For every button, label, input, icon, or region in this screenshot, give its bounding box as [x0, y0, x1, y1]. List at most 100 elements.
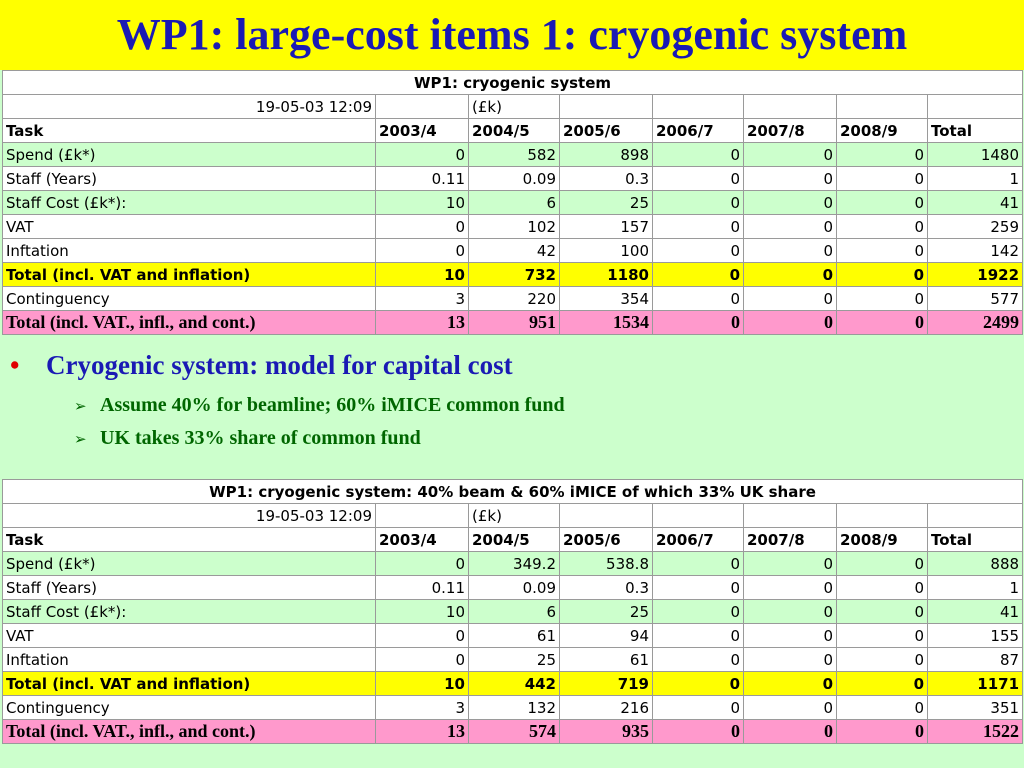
table-cell: 0: [743, 310, 837, 335]
table-cell: 0: [836, 599, 928, 624]
table-cell: 0: [743, 695, 837, 720]
table-cell: 0.11: [375, 575, 469, 600]
table-cell: 0: [836, 286, 928, 311]
table-cell: 0: [743, 551, 837, 576]
table-cell: 6: [468, 190, 560, 215]
table-cell: 0: [652, 286, 744, 311]
table-row: Continguency 3 220 354 0 0 0 577: [2, 286, 1024, 311]
table-cell: 0: [836, 623, 928, 648]
empty-cell: [743, 503, 837, 528]
table-row: Inftation 0 25 61 0 0 0 87: [2, 647, 1024, 672]
table-cell: 1171: [926, 671, 1024, 696]
column-header: 2005/6: [559, 118, 653, 143]
bullet-dot-icon: •: [10, 350, 20, 380]
column-header: Total: [926, 118, 1024, 143]
column-header: 2006/7: [652, 118, 744, 143]
table-cell: 41: [926, 599, 1024, 624]
table-cell: 6: [468, 599, 560, 624]
table-cell: 0: [652, 262, 744, 287]
table-cell: 0: [652, 310, 744, 335]
title-bar: WP1: large-cost items 1: cryogenic syste…: [0, 0, 1024, 70]
table-cell: 0.11: [375, 166, 469, 191]
table-cell: 582: [468, 142, 560, 167]
table-cell: 155: [926, 623, 1024, 648]
table-cell: 0: [743, 214, 837, 239]
column-header: Task: [2, 118, 376, 143]
table-cell: 0: [375, 623, 469, 648]
empty-cell: [926, 503, 1024, 528]
table-cell: 1: [926, 575, 1024, 600]
bullet-main-text: Cryogenic system: model for capital cost: [46, 350, 513, 380]
spreadsheet-uk-share: WP1: cryogenic system: 40% beam & 60% iM…: [1, 479, 1024, 744]
column-header: 2007/8: [743, 527, 837, 552]
empty-cell: [559, 503, 653, 528]
table-cell: 354: [559, 286, 653, 311]
table-cell: 0: [743, 166, 837, 191]
table-cell: 0: [652, 142, 744, 167]
table-row: Total (incl. VAT., infl., and cont.) 13 95…: [2, 310, 1024, 335]
table-caption-row: WP1: cryogenic system: 40% beam & 60% iM…: [1, 479, 1024, 504]
table-cell: 0: [652, 623, 744, 648]
table-cell: 0: [652, 166, 744, 191]
table-cell: 1180: [559, 262, 653, 287]
column-header: 2008/9: [836, 118, 928, 143]
table-cell: 1480: [926, 142, 1024, 167]
column-header: 2004/5: [468, 118, 560, 143]
empty-cell: [743, 94, 837, 119]
sub-bullet-text: UK takes 33% share of common fund: [100, 427, 421, 449]
table-row: Total (incl. VAT and inflation) 10 442 719 0…: [2, 671, 1024, 696]
table-cell: 0: [836, 310, 928, 335]
column-header: 2004/5: [468, 527, 560, 552]
table-cell: 0: [375, 647, 469, 672]
table-cell: 0: [836, 214, 928, 239]
table-header-row: Task 2003/4 2004/5 2005/6 2006/7 2007/8 2008/9…: [2, 118, 1024, 143]
table-cell: 0.09: [468, 166, 560, 191]
table-row: VAT 0 61 94 0 0 0 155: [2, 623, 1024, 648]
table-cell: 216: [559, 695, 653, 720]
table-cell: 0: [652, 719, 744, 744]
table-cell: 898: [559, 142, 653, 167]
table-row: Inftation 0 42 100 0 0 0 142: [2, 238, 1024, 263]
table-cell: 2499: [926, 310, 1024, 335]
table-row: Total (incl. VAT., infl., and cont.) 13 57…: [2, 719, 1024, 744]
empty-cell: [652, 94, 744, 119]
table-row: Staff Cost (£k*): 10 6 25 0 0 0 41: [2, 190, 1024, 215]
table-cell: 0: [836, 719, 928, 744]
table-cell: 0: [743, 238, 837, 263]
row-label: VAT: [2, 623, 376, 648]
table-caption: WP1: cryogenic system: [1, 70, 1024, 95]
column-header: 2007/8: [743, 118, 837, 143]
table-cell: 0: [652, 214, 744, 239]
table-cell: 259: [926, 214, 1024, 239]
empty-cell: [375, 503, 469, 528]
empty-cell: [836, 503, 928, 528]
row-label: Spend (£k*): [2, 142, 376, 167]
table-meta-row: 19-05-03 12:09 (£k): [2, 503, 1024, 528]
table-row: Spend (£k*) 0 349.2 538.8 0 0 0 888: [2, 551, 1024, 576]
table-cell: 538.8: [559, 551, 653, 576]
table-cell: 100: [559, 238, 653, 263]
table-cell: 351: [926, 695, 1024, 720]
row-label: Staff Cost (£k*):: [2, 190, 376, 215]
row-label: Total (incl. VAT and inflation): [2, 262, 376, 287]
row-label: Staff Cost (£k*):: [2, 599, 376, 624]
table-cell: 0: [743, 262, 837, 287]
table-cell: 25: [559, 190, 653, 215]
table-cell: 577: [926, 286, 1024, 311]
table-header-row: Task 2003/4 2004/5 2005/6 2006/7 2007/8 2008/9…: [2, 527, 1024, 552]
table-row: Total (incl. VAT and inflation) 10 732 1180…: [2, 262, 1024, 287]
table-cell: 349.2: [468, 551, 560, 576]
table-cell: 0: [652, 599, 744, 624]
table-row: VAT 0 102 157 0 0 0 259: [2, 214, 1024, 239]
table-cell: 0: [836, 647, 928, 672]
table-cell: 0: [836, 551, 928, 576]
table-cell: 42: [468, 238, 560, 263]
bullet-main: • Cryogenic system: model for capital cos…: [10, 350, 513, 381]
table-caption-row: WP1: cryogenic system: [1, 70, 1024, 95]
row-label: Spend (£k*): [2, 551, 376, 576]
table-cell: 951: [468, 310, 560, 335]
table-cell: 0: [836, 671, 928, 696]
table-cell: 157: [559, 214, 653, 239]
empty-cell: [836, 94, 928, 119]
column-header: Total: [926, 527, 1024, 552]
